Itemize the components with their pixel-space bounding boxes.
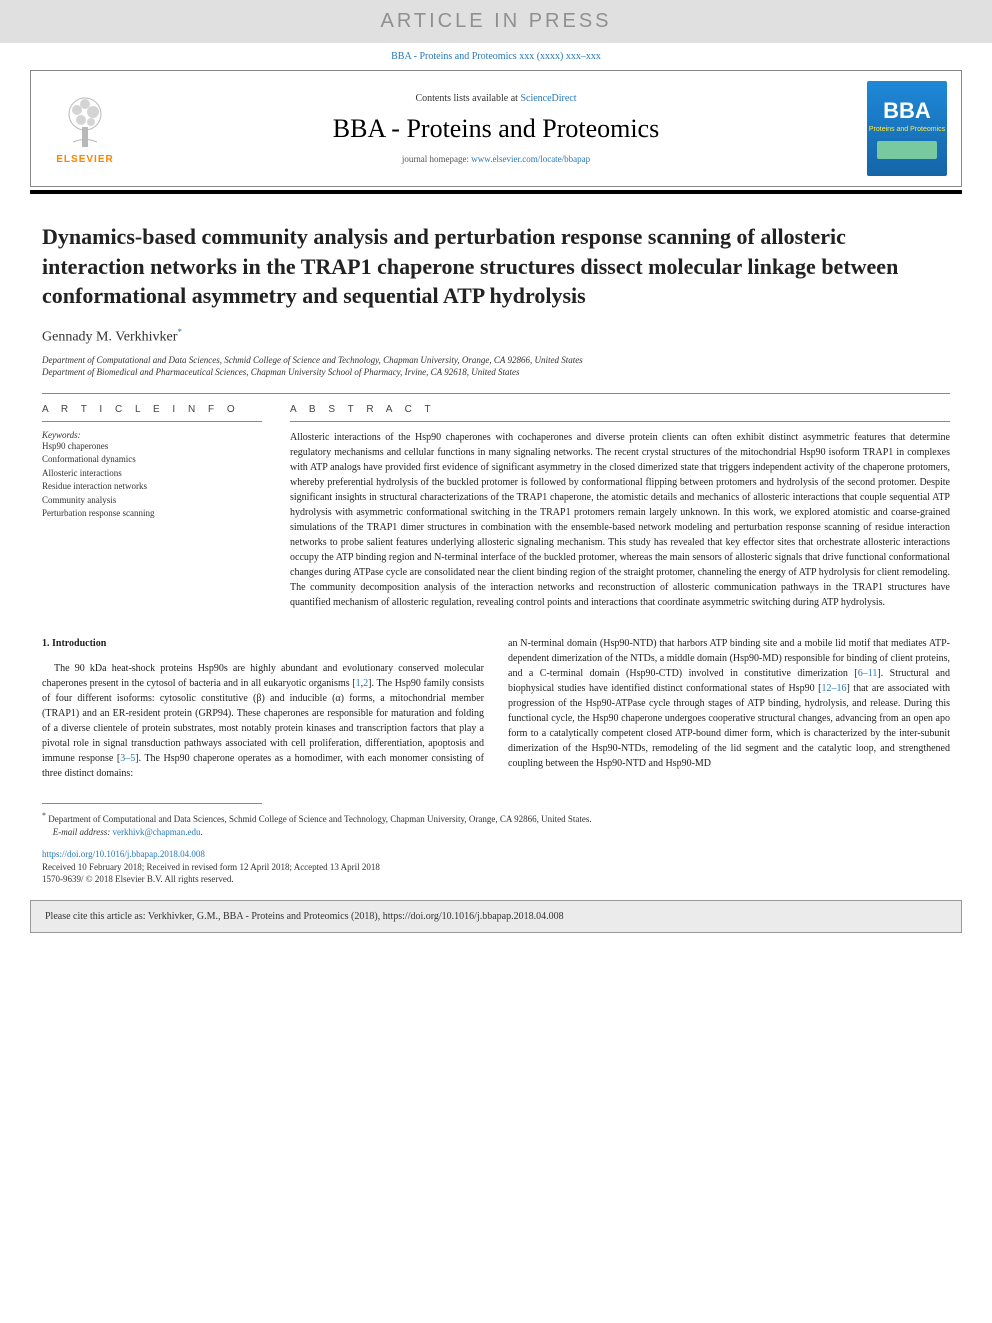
keyword: Community analysis [42, 494, 262, 508]
corresponding-star: * [177, 327, 182, 337]
info-abstract-row: A R T I C L E I N F O Keywords: Hsp90 ch… [42, 404, 950, 610]
abstract-label: A B S T R A C T [290, 404, 950, 415]
article-info-label: A R T I C L E I N F O [42, 404, 262, 415]
author-name: Gennady M. Verkhivker [42, 330, 177, 345]
body-col-left: 1. Introduction The 90 kDa heat-shock pr… [42, 636, 484, 781]
abstract-column: A B S T R A C T Allosteric interactions … [290, 404, 950, 610]
elsevier-tree-icon [55, 92, 115, 152]
journal-name: BBA - Proteins and Proteomics [125, 114, 867, 144]
abstract-rule [290, 421, 950, 422]
corresponding-text: Department of Computational and Data Sci… [46, 814, 592, 824]
abstract-text: Allosteric interactions of the Hsp90 cha… [290, 430, 950, 610]
journal-cover-logo: BBA Proteins and Proteomics [867, 81, 947, 176]
text-run: ] that are associated with progression o… [508, 683, 950, 769]
keyword: Hsp90 chaperones [42, 440, 262, 454]
doi-link[interactable]: https://doi.org/10.1016/j.bbapap.2018.04… [42, 849, 205, 859]
article-in-press-banner: ARTICLE IN PRESS [0, 0, 992, 43]
article-history: Received 10 February 2018; Received in r… [42, 862, 380, 872]
elsevier-logo: ELSEVIER [45, 84, 125, 174]
email-label: E-mail address: [53, 827, 113, 837]
sciencedirect-link[interactable]: ScienceDirect [520, 93, 576, 104]
keywords-label: Keywords: [42, 430, 262, 440]
text-run: ]. The Hsp90 family consists of four dif… [42, 678, 484, 764]
journal-logo-bba: BBA [883, 98, 931, 124]
elsevier-label: ELSEVIER [56, 154, 113, 165]
header-center: Contents lists available at ScienceDirec… [125, 93, 867, 164]
journal-logo-subtitle: Proteins and Proteomics [869, 126, 945, 134]
intro-heading: 1. Introduction [42, 636, 484, 651]
article-title: Dynamics-based community analysis and pe… [42, 222, 950, 311]
body-col-right: an N-terminal domain (Hsp90-NTD) that ha… [508, 636, 950, 781]
keyword: Conformational dynamics [42, 453, 262, 467]
top-reference-line: BBA - Proteins and Proteomics xxx (xxxx)… [0, 43, 992, 70]
doi-block: https://doi.org/10.1016/j.bbapap.2018.04… [0, 840, 992, 890]
top-reference-link[interactable]: BBA - Proteins and Proteomics xxx (xxxx)… [391, 51, 601, 62]
footnote-rule [42, 803, 262, 804]
ref-link[interactable]: 12–16 [821, 683, 846, 694]
ref-link[interactable]: 6–11 [858, 668, 878, 679]
email-suffix: . [200, 827, 202, 837]
email-link[interactable]: verkhivk@chapman.edu [112, 827, 200, 837]
contents-prefix: Contents lists available at [415, 93, 520, 104]
info-rule [42, 421, 262, 422]
footnote: * Department of Computational and Data S… [0, 810, 992, 840]
copyright-line: 1570-9639/ © 2018 Elsevier B.V. All righ… [42, 874, 234, 884]
journal-logo-bar [877, 141, 937, 159]
footnote-block [0, 803, 992, 804]
citation-box: Please cite this article as: Verkhivker,… [30, 900, 962, 933]
contents-line: Contents lists available at ScienceDirec… [125, 93, 867, 104]
article-info-column: A R T I C L E I N F O Keywords: Hsp90 ch… [42, 404, 262, 610]
divider-rule [42, 393, 950, 394]
homepage-prefix: journal homepage: [402, 154, 471, 164]
intro-paragraph-cont: an N-terminal domain (Hsp90-NTD) that ha… [508, 636, 950, 771]
affiliation-2: Department of Biomedical and Pharmaceuti… [42, 366, 950, 379]
ref-link[interactable]: 3–5 [120, 753, 135, 764]
body-columns: 1. Introduction The 90 kDa heat-shock pr… [42, 636, 950, 781]
keyword: Residue interaction networks [42, 480, 262, 494]
homepage-link[interactable]: www.elsevier.com/locate/bbapap [471, 154, 590, 164]
affiliation-1: Department of Computational and Data Sci… [42, 354, 950, 367]
keyword: Allosteric interactions [42, 467, 262, 481]
article-content: Dynamics-based community analysis and pe… [0, 194, 992, 781]
intro-paragraph: The 90 kDa heat-shock proteins Hsp90s ar… [42, 661, 484, 781]
journal-header: ELSEVIER Contents lists available at Sci… [30, 70, 962, 187]
author-line: Gennady M. Verkhivker* [42, 327, 950, 346]
keyword: Perturbation response scanning [42, 507, 262, 521]
citation-text: Please cite this article as: Verkhivker,… [45, 911, 564, 922]
homepage-line: journal homepage: www.elsevier.com/locat… [125, 154, 867, 164]
